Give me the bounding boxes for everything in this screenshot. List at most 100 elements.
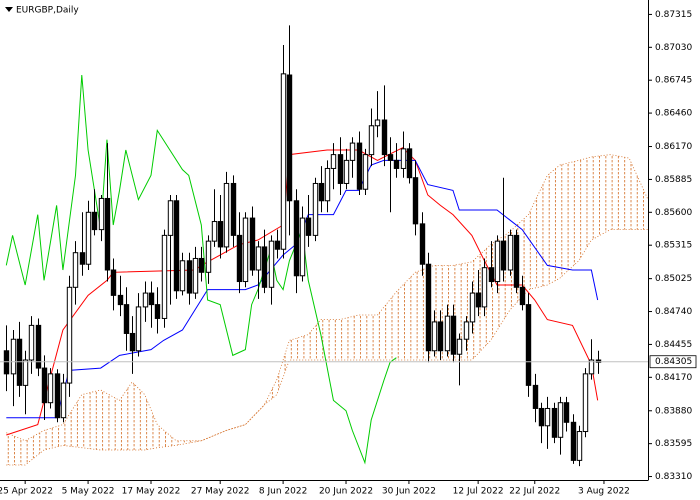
- y-tick-label: 0.85885: [655, 175, 692, 185]
- candle-body: [255, 246, 262, 271]
- candle-body: [507, 234, 514, 271]
- candle-body: [192, 257, 199, 294]
- candle-body: [368, 125, 375, 156]
- candle-body: [41, 367, 48, 404]
- candle-body: [362, 154, 369, 190]
- candle-body: [205, 240, 212, 273]
- candle-body: [450, 315, 457, 355]
- x-tick-label: 3 Aug 2022: [578, 487, 630, 497]
- candle-body: [475, 292, 482, 308]
- candle-body: [179, 260, 186, 292]
- candle-body: [563, 402, 570, 423]
- x-tick-label: 25 Apr 2022: [0, 487, 53, 497]
- chart-title: EURGBP,Daily: [16, 6, 79, 16]
- candle-body: [532, 384, 539, 409]
- candle-body: [10, 338, 17, 375]
- candle-body: [211, 221, 218, 242]
- candle-body: [312, 182, 319, 236]
- candle-body: [60, 382, 67, 419]
- candle-body: [274, 240, 281, 250]
- candle-body: [374, 119, 381, 127]
- x-tick-label: 27 May 2022: [191, 487, 250, 497]
- candle-body: [16, 338, 23, 386]
- y-tick-label: 0.86745: [655, 76, 692, 86]
- last-price-label: 0.84305: [655, 357, 692, 367]
- candle-body: [393, 159, 400, 169]
- candle-body: [557, 402, 564, 438]
- plot-area: [3, 25, 649, 467]
- candle-body: [305, 217, 312, 236]
- candle-body: [425, 263, 432, 352]
- y-tick-label: 0.84740: [655, 307, 692, 317]
- y-tick-label: 0.86170: [655, 142, 692, 152]
- candle-body: [236, 234, 243, 283]
- candle-body: [494, 240, 501, 283]
- candle-body: [538, 407, 545, 427]
- candle-body: [293, 200, 300, 277]
- candle-body: [419, 223, 426, 265]
- candle-body: [28, 324, 35, 361]
- y-tick-label: 0.83595: [655, 439, 692, 449]
- cloud-fill: [6, 154, 649, 465]
- candle-body: [98, 197, 105, 231]
- y-tick-label: 0.85600: [655, 208, 692, 218]
- candle-body: [582, 373, 589, 433]
- candle-body: [551, 407, 558, 438]
- candle-body: [22, 359, 29, 386]
- candle-body: [488, 267, 495, 283]
- candle-body: [400, 148, 407, 169]
- candle-body: [91, 211, 98, 231]
- candle-body: [595, 359, 602, 363]
- candle-body: [79, 252, 86, 265]
- candle-body: [412, 177, 419, 225]
- symbol-menu-arrow: [5, 7, 13, 12]
- candle-body: [337, 154, 344, 184]
- candle-body: [456, 338, 463, 355]
- candle-body: [104, 197, 111, 271]
- candle-body: [324, 167, 331, 202]
- candle-body: [406, 148, 413, 179]
- candle-body: [110, 269, 117, 296]
- cloud-span-b: [6, 229, 648, 466]
- candle-body: [167, 200, 174, 236]
- y-tick-label: 0.84170: [655, 373, 692, 383]
- candle-body: [249, 217, 256, 271]
- candle-body: [525, 304, 532, 386]
- last-price-box: [649, 355, 697, 369]
- candle-body: [299, 217, 306, 277]
- candle-body: [72, 252, 79, 288]
- candle-body: [280, 73, 287, 250]
- candle-body: [186, 260, 193, 294]
- candle-body: [437, 321, 444, 352]
- x-tick-label: 5 May 2022: [62, 487, 115, 497]
- candle-body: [343, 159, 350, 184]
- y-tick-label: 0.85315: [655, 241, 692, 251]
- candle-body: [223, 182, 230, 248]
- candle-body: [47, 373, 54, 404]
- candle-body: [35, 324, 42, 369]
- candle-body: [217, 221, 224, 248]
- candle-body: [142, 292, 149, 308]
- y-tick-label: 0.87030: [655, 43, 692, 53]
- candle-body: [261, 246, 268, 288]
- candle-body: [154, 304, 161, 319]
- y-tick-label: 0.84455: [655, 340, 692, 350]
- candle-body: [500, 240, 507, 271]
- candle-body: [381, 119, 388, 156]
- candle-body: [123, 304, 130, 334]
- candle-body: [286, 74, 293, 202]
- candle-body: [469, 292, 476, 323]
- candle-body: [349, 142, 356, 161]
- candle-body: [576, 431, 583, 461]
- candle-body: [544, 407, 551, 427]
- x-tick-label: 30 Jun 2022: [382, 487, 436, 497]
- candle-body: [356, 142, 363, 190]
- y-tick-label: 0.86460: [655, 109, 692, 119]
- candle-body: [387, 154, 394, 161]
- candle-body: [318, 182, 325, 202]
- candle-body: [330, 154, 337, 169]
- y-tick-label: 0.87315: [655, 10, 692, 20]
- candle-body: [66, 286, 73, 384]
- y-tick-label: 0.85025: [655, 274, 692, 284]
- candle-body: [161, 234, 168, 319]
